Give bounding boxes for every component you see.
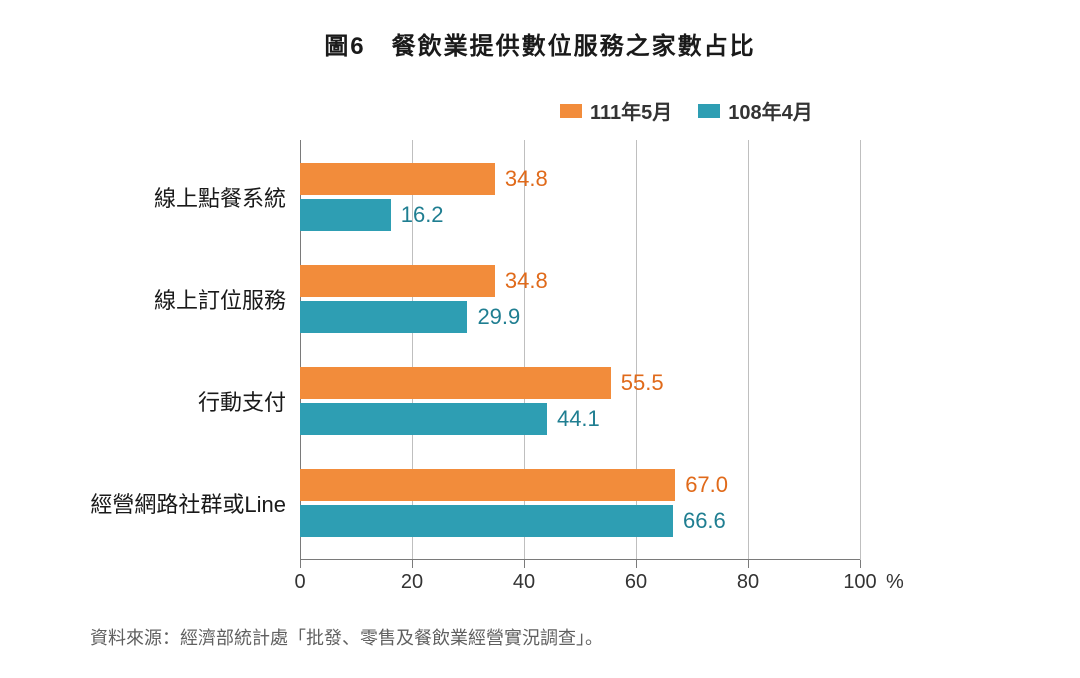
x-tick xyxy=(860,560,861,568)
chart-title: 圖6 餐飲業提供數位服務之家數占比 xyxy=(0,26,1080,61)
bar-value-label: 44.1 xyxy=(557,406,600,432)
x-tick xyxy=(412,560,413,568)
legend-label-111: 111年5月 xyxy=(590,96,672,125)
bar-value-label: 67.0 xyxy=(685,472,728,498)
x-tick xyxy=(636,560,637,568)
plot-area: % 02040608010034.816.234.829.955.544.167… xyxy=(300,140,860,560)
x-tick-label: 40 xyxy=(513,571,535,594)
legend-item-108: 108年4月 xyxy=(698,96,813,125)
legend-label-108: 108年4月 xyxy=(728,96,813,125)
category-label: 線上點餐系統 xyxy=(154,181,286,213)
figure-container: 圖6 餐飲業提供數位服務之家數占比 111年5月 108年4月 % 0 20 40 6… xyxy=(0,0,1080,678)
x-tick-label: 0 xyxy=(294,571,305,594)
x-axis xyxy=(300,559,860,560)
bar-value-label: 66.6 xyxy=(683,508,726,534)
bar xyxy=(300,199,391,231)
bar-value-label: 16.2 xyxy=(401,202,444,228)
x-tick xyxy=(300,560,301,568)
bar xyxy=(300,163,495,195)
category-label: 線上訂位服務 xyxy=(154,283,286,315)
bar xyxy=(300,301,467,333)
x-tick-label: 80 xyxy=(737,571,759,594)
category-label: 行動支付 xyxy=(198,385,286,417)
bar xyxy=(300,469,675,501)
x-tick-label: 100 xyxy=(843,571,876,594)
x-tick-label: 20 xyxy=(401,571,423,594)
bar-value-label: 34.8 xyxy=(505,166,548,192)
x-tick xyxy=(748,560,749,568)
legend-swatch-108 xyxy=(698,104,720,118)
legend: 111年5月 108年4月 xyxy=(560,96,813,125)
bar xyxy=(300,265,495,297)
x-unit-label: % xyxy=(886,571,904,594)
bar-value-label: 34.8 xyxy=(505,268,548,294)
gridline xyxy=(748,140,749,560)
gridline xyxy=(860,140,861,560)
x-tick xyxy=(524,560,525,568)
legend-item-111: 111年5月 xyxy=(560,96,672,125)
x-tick-label: 60 xyxy=(625,571,647,594)
bar xyxy=(300,367,611,399)
source-note: 資料來源：經濟部統計處「批發、零售及餐飲業經營實況調查」。 xyxy=(90,624,603,650)
bar-value-label: 29.9 xyxy=(477,304,520,330)
legend-swatch-111 xyxy=(560,104,582,118)
bar xyxy=(300,403,547,435)
bar xyxy=(300,505,673,537)
category-label: 經營網路社群或Line xyxy=(90,487,286,519)
bar-value-label: 55.5 xyxy=(621,370,664,396)
